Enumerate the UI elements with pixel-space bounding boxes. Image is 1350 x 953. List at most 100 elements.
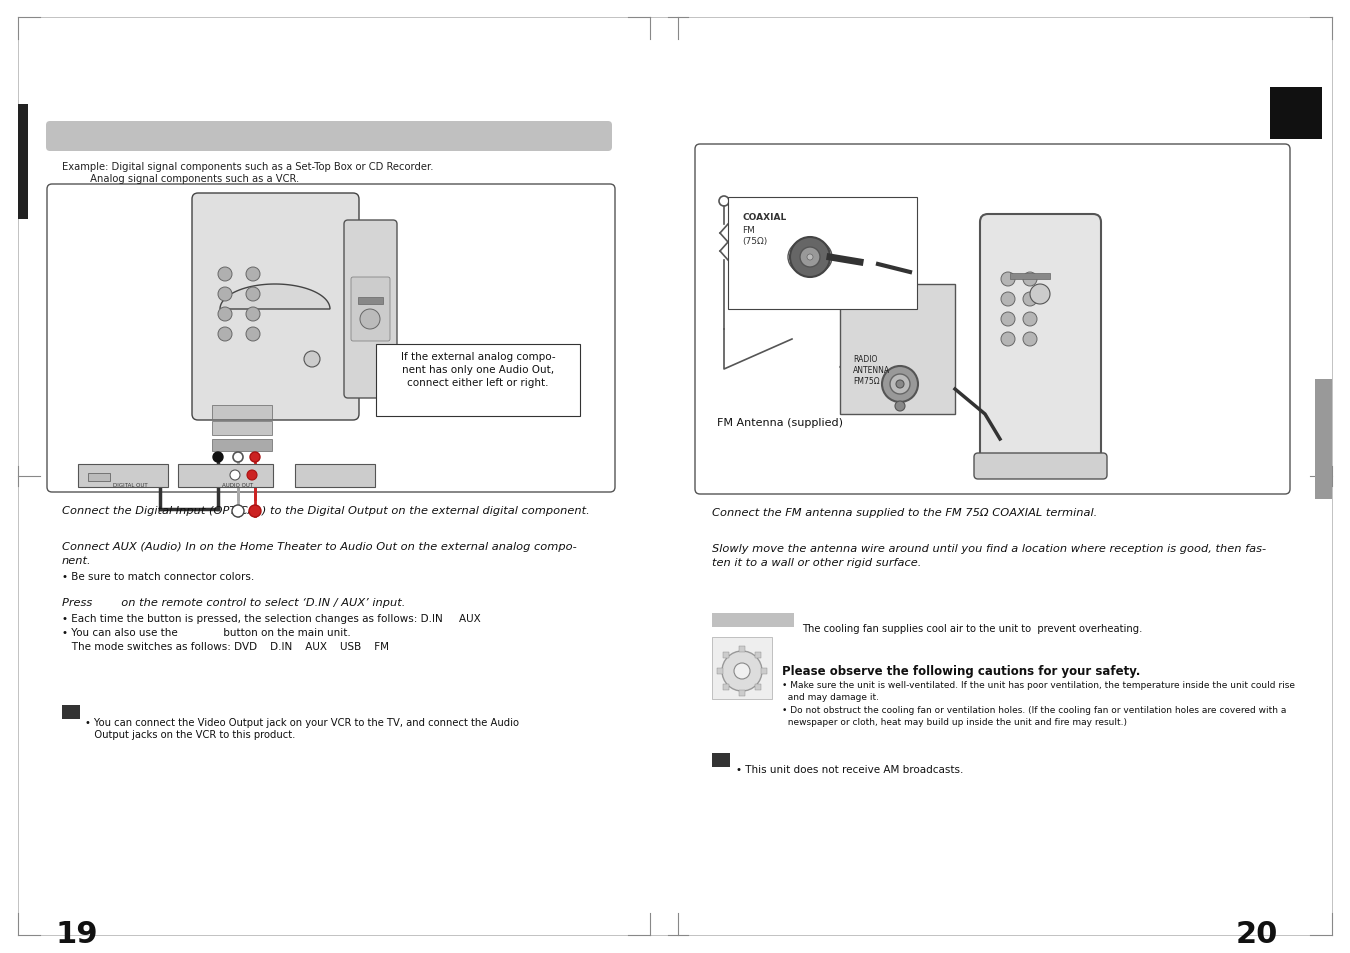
Text: RADIO
ANTENNA
FM75Ω: RADIO ANTENNA FM75Ω bbox=[853, 355, 890, 386]
Circle shape bbox=[1000, 333, 1015, 347]
Circle shape bbox=[1023, 293, 1037, 307]
Circle shape bbox=[360, 310, 379, 330]
Bar bbox=[78, 464, 167, 488]
Circle shape bbox=[790, 237, 830, 277]
Text: The cooling fan supplies cool air to the unit to  prevent overheating.: The cooling fan supplies cool air to the… bbox=[802, 623, 1142, 634]
Text: 19: 19 bbox=[55, 919, 97, 948]
Text: • Make sure the unit is well-ventilated. If the unit has poor ventilation, the t: • Make sure the unit is well-ventilated.… bbox=[782, 680, 1295, 689]
Bar bbox=[755, 684, 760, 690]
Text: The mode switches as follows: DVD    D.IN    AUX    USB    FM: The mode switches as follows: DVD D.IN A… bbox=[62, 641, 389, 651]
Text: COAXIAL: COAXIAL bbox=[743, 213, 786, 222]
Circle shape bbox=[722, 651, 761, 691]
Text: Analog signal components such as a VCR.: Analog signal components such as a VCR. bbox=[62, 173, 300, 184]
Circle shape bbox=[246, 328, 261, 341]
Bar bbox=[358, 297, 383, 305]
Circle shape bbox=[246, 268, 261, 282]
FancyBboxPatch shape bbox=[46, 122, 612, 152]
Circle shape bbox=[217, 288, 232, 302]
Circle shape bbox=[213, 453, 223, 462]
Text: • You can also use the              button on the main unit.: • You can also use the button on the mai… bbox=[62, 627, 351, 638]
Circle shape bbox=[217, 308, 232, 322]
Text: Output jacks on the VCR to this product.: Output jacks on the VCR to this product. bbox=[85, 729, 296, 740]
FancyBboxPatch shape bbox=[980, 214, 1102, 476]
Bar bbox=[62, 705, 80, 720]
Bar bbox=[724, 653, 729, 659]
Bar bbox=[1315, 379, 1332, 499]
Text: (75Ω): (75Ω) bbox=[743, 236, 767, 246]
Polygon shape bbox=[220, 285, 329, 310]
Text: AUDIO OUT: AUDIO OUT bbox=[223, 482, 254, 488]
Bar bbox=[840, 285, 954, 415]
Circle shape bbox=[801, 248, 819, 268]
Text: If the external analog compo-
nent has only one Audio Out,
connect either left o: If the external analog compo- nent has o… bbox=[401, 352, 555, 388]
Text: Example: Digital signal components such as a Set-Top Box or CD Recorder.: Example: Digital signal components such … bbox=[62, 162, 433, 172]
Text: DIGITAL OUT: DIGITAL OUT bbox=[112, 482, 147, 488]
Bar bbox=[717, 668, 724, 675]
Bar bbox=[178, 464, 273, 488]
FancyBboxPatch shape bbox=[973, 454, 1107, 479]
Bar bbox=[1270, 88, 1322, 140]
Circle shape bbox=[1023, 273, 1037, 287]
Circle shape bbox=[896, 380, 905, 389]
Bar bbox=[711, 753, 730, 767]
Text: nent.: nent. bbox=[62, 556, 92, 565]
Bar bbox=[755, 653, 760, 659]
Text: Press        on the remote control to select ‘D.IN / AUX’ input.: Press on the remote control to select ‘D… bbox=[62, 598, 405, 607]
Text: Connect AUX (Audio) In on the Home Theater to Audio Out on the external analog c: Connect AUX (Audio) In on the Home Theat… bbox=[62, 541, 576, 552]
Bar bbox=[724, 684, 729, 690]
Text: • This unit does not receive AM broadcasts.: • This unit does not receive AM broadcas… bbox=[736, 764, 964, 774]
Bar bbox=[738, 690, 745, 697]
Circle shape bbox=[882, 367, 918, 402]
Bar bbox=[711, 638, 772, 700]
Circle shape bbox=[895, 401, 905, 412]
Text: Connect the Digital Input (OPTICAL) to the Digital Output on the external digita: Connect the Digital Input (OPTICAL) to t… bbox=[62, 505, 590, 516]
Bar bbox=[18, 105, 28, 220]
Circle shape bbox=[890, 375, 910, 395]
Bar bbox=[296, 464, 375, 488]
Text: Connect the FM antenna supplied to the FM 75Ω COAXIAL terminal.: Connect the FM antenna supplied to the F… bbox=[711, 507, 1098, 517]
Bar bbox=[212, 421, 271, 436]
Circle shape bbox=[304, 352, 320, 368]
Circle shape bbox=[1000, 273, 1015, 287]
Text: 20: 20 bbox=[1235, 919, 1278, 948]
Circle shape bbox=[230, 471, 240, 480]
Text: newspaper or cloth, heat may build up inside the unit and fire may result.): newspaper or cloth, heat may build up in… bbox=[782, 718, 1127, 726]
Text: Slowly move the antenna wire around until you find a location where reception is: Slowly move the antenna wire around unti… bbox=[711, 543, 1266, 554]
Bar bbox=[1010, 274, 1050, 280]
Text: • Each time the button is pressed, the selection changes as follows: D.IN     AU: • Each time the button is pressed, the s… bbox=[62, 614, 481, 623]
FancyBboxPatch shape bbox=[728, 198, 917, 310]
Text: • Be sure to match connector colors.: • Be sure to match connector colors. bbox=[62, 572, 254, 581]
FancyBboxPatch shape bbox=[695, 145, 1291, 495]
Bar bbox=[761, 668, 767, 675]
Circle shape bbox=[1023, 313, 1037, 327]
FancyBboxPatch shape bbox=[351, 277, 390, 341]
Text: • You can connect the Video Output jack on your VCR to the TV, and connect the A: • You can connect the Video Output jack … bbox=[85, 718, 518, 727]
Circle shape bbox=[734, 663, 751, 679]
Circle shape bbox=[1000, 313, 1015, 327]
FancyBboxPatch shape bbox=[192, 193, 359, 420]
Circle shape bbox=[720, 196, 729, 207]
Bar bbox=[212, 406, 271, 419]
Circle shape bbox=[1000, 293, 1015, 307]
Circle shape bbox=[232, 505, 244, 517]
Circle shape bbox=[247, 471, 256, 480]
Circle shape bbox=[1023, 333, 1037, 347]
FancyBboxPatch shape bbox=[47, 185, 616, 493]
Circle shape bbox=[246, 308, 261, 322]
Text: • Do not obstruct the cooling fan or ventilation holes. (If the cooling fan or v: • Do not obstruct the cooling fan or ven… bbox=[782, 705, 1287, 714]
Bar bbox=[711, 614, 794, 627]
Circle shape bbox=[217, 328, 232, 341]
Text: FM: FM bbox=[743, 226, 755, 234]
Circle shape bbox=[250, 453, 261, 462]
Circle shape bbox=[217, 268, 232, 282]
Bar bbox=[738, 646, 745, 652]
Circle shape bbox=[248, 505, 261, 517]
Circle shape bbox=[807, 254, 813, 261]
Circle shape bbox=[246, 288, 261, 302]
Bar bbox=[88, 474, 109, 481]
Bar bbox=[212, 439, 271, 452]
Circle shape bbox=[1030, 285, 1050, 305]
Text: ten it to a wall or other rigid surface.: ten it to a wall or other rigid surface. bbox=[711, 558, 921, 567]
FancyBboxPatch shape bbox=[377, 345, 580, 416]
Text: FM Antenna (supplied): FM Antenna (supplied) bbox=[717, 417, 842, 428]
